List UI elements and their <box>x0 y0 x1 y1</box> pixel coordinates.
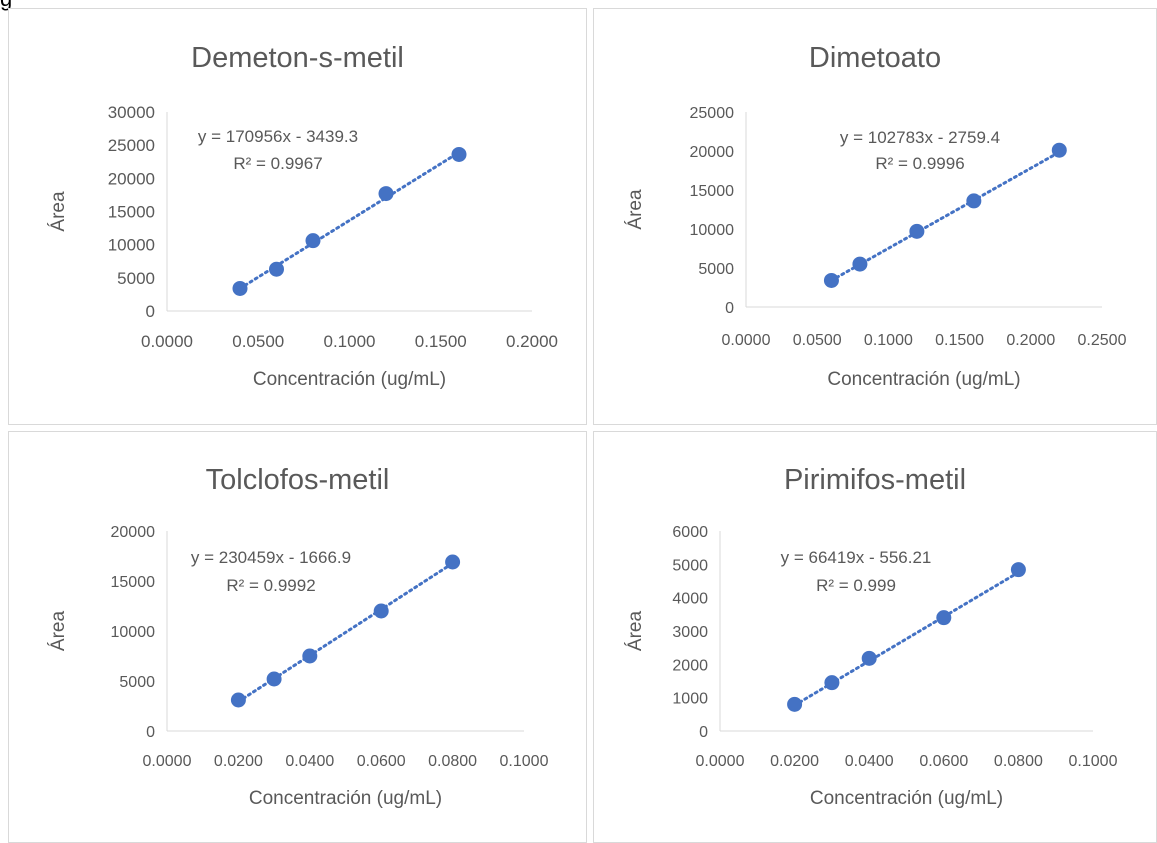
x-tick-label: 0.0000 <box>696 753 745 770</box>
y-tick-label: 6000 <box>672 524 708 541</box>
chart-title: Dimetoato <box>809 42 941 74</box>
x-tick-label: 0.0600 <box>357 753 406 770</box>
chart-tolclofos-metil: Tolclofos-metil 0 5000 10000 15000 20000 0.000… <box>8 431 587 843</box>
x-tick-label: 0.1500 <box>415 332 467 351</box>
y-tick-label: 5000 <box>117 269 155 288</box>
data-point <box>852 256 868 272</box>
y-tick-label: 20000 <box>108 169 155 188</box>
trendline-equation: y = 102783x - 2759.4 <box>840 128 1000 147</box>
data-point <box>1010 562 1026 578</box>
y-tick-label: 20000 <box>111 524 156 541</box>
data-point <box>302 648 318 664</box>
x-tick-label: 0.0800 <box>994 753 1043 770</box>
x-tick-label: 0.2500 <box>1078 332 1127 349</box>
y-tick-label: 25000 <box>108 136 155 155</box>
chart-svg: Dimetoato 0 5000 10000 15000 20000 25000 0.0000… <box>625 42 1127 390</box>
x-axis-label: Concentración (ug/mL) <box>249 788 442 809</box>
y-tick-label: 4000 <box>672 591 708 608</box>
x-axis-label: Concentración (ug/mL) <box>827 369 1020 390</box>
x-axis-label: Concentración (ug/mL) <box>810 788 1003 809</box>
x-tick-label: 0.1000 <box>864 332 913 349</box>
data-point <box>966 193 982 209</box>
y-tick-label: 0 <box>725 300 734 317</box>
x-tick-label: 0.0200 <box>214 753 263 770</box>
data-point <box>269 261 284 277</box>
y-axis-label: Área <box>625 189 646 230</box>
x-tick-label: 0.0000 <box>141 332 193 351</box>
chart-title: Demeton-s-metil <box>191 42 404 74</box>
data-point <box>305 233 321 249</box>
x-tick-label: 0.0000 <box>143 753 192 770</box>
data-point <box>787 696 803 712</box>
y-tick-label: 10000 <box>111 624 156 641</box>
y-tick-label: 0 <box>146 724 155 741</box>
data-point <box>445 554 461 570</box>
trendline-equation: y = 66419x - 556.21 <box>781 548 932 567</box>
chart-svg: Tolclofos-metil 0 5000 10000 15000 20000 0.000… <box>48 464 549 809</box>
data-point <box>909 223 925 239</box>
y-tick-label: 25000 <box>690 105 735 122</box>
trendline-equation: y = 230459x - 1666.9 <box>191 548 351 567</box>
x-tick-label: 0.1000 <box>324 332 376 351</box>
x-tick-label: 0.2000 <box>506 332 558 351</box>
y-tick-label: 15000 <box>690 183 735 200</box>
r-squared-label: R² = 0.9967 <box>233 154 322 173</box>
r-squared-label: R² = 0.999 <box>816 576 896 595</box>
y-tick-label: 0 <box>146 302 155 321</box>
data-point <box>373 603 389 619</box>
x-tick-label: 0.0600 <box>919 753 968 770</box>
chart-dimetoato: Dimetoato 0 5000 10000 15000 20000 25000 0.0000… <box>593 8 1157 425</box>
y-tick-label: 5000 <box>119 674 155 691</box>
data-point <box>824 675 840 691</box>
x-tick-label: 0.1500 <box>935 332 984 349</box>
y-tick-label: 15000 <box>111 574 156 591</box>
data-point <box>823 272 839 288</box>
x-tick-label: 0.0200 <box>770 753 819 770</box>
chart-svg: Pirimifos-metil 0 1000 2000 3000 4000 5000 6000… <box>625 464 1118 809</box>
x-tick-label: 0.0500 <box>232 332 284 351</box>
y-tick-label: 0 <box>699 724 708 741</box>
data-point <box>230 692 246 708</box>
x-tick-label: 0.0000 <box>722 332 771 349</box>
chart-pirimifos-metil: Pirimifos-metil 0 1000 2000 3000 4000 5000 6000… <box>593 431 1157 843</box>
x-tick-label: 0.2000 <box>1006 332 1055 349</box>
y-tick-label: 5000 <box>672 557 708 574</box>
y-tick-label: 10000 <box>108 236 155 255</box>
y-tick-label: 1000 <box>672 691 708 708</box>
chart-title: Pirimifos-metil <box>784 464 966 496</box>
trendline-equation: y = 170956x - 3439.3 <box>198 127 358 146</box>
chart-demeton-s-metil: Demeton-s-metil 0 5000 10000 15000 20000 25000… <box>8 8 587 425</box>
data-point <box>266 671 282 687</box>
data-point <box>451 146 467 162</box>
y-tick-label: 15000 <box>108 203 155 222</box>
x-tick-label: 0.1000 <box>500 753 549 770</box>
data-point <box>232 280 248 296</box>
chart-title: Tolclofos-metil <box>206 464 390 496</box>
y-tick-label: 20000 <box>690 144 735 161</box>
y-tick-label: 2000 <box>672 657 708 674</box>
r-squared-label: R² = 0.9996 <box>875 154 964 173</box>
y-axis-label: Área <box>625 611 646 652</box>
trendline <box>829 150 1061 282</box>
y-axis-label: Área <box>48 611 69 652</box>
page-text-fragment: g <box>0 0 12 12</box>
y-tick-label: 3000 <box>672 624 708 641</box>
x-tick-label: 0.1000 <box>1069 753 1118 770</box>
data-point <box>378 186 394 202</box>
y-axis-label: Área <box>48 191 69 232</box>
x-tick-label: 0.0400 <box>845 753 894 770</box>
r-squared-label: R² = 0.9992 <box>226 576 315 595</box>
x-tick-label: 0.0500 <box>793 332 842 349</box>
y-tick-label: 10000 <box>690 222 735 239</box>
x-tick-label: 0.0400 <box>285 753 334 770</box>
y-tick-label: 5000 <box>698 261 734 278</box>
x-axis-label: Concentración (ug/mL) <box>253 369 446 390</box>
data-point <box>861 650 877 666</box>
y-tick-label: 30000 <box>108 103 155 122</box>
chart-svg: Demeton-s-metil 0 5000 10000 15000 20000 25000… <box>48 42 558 390</box>
data-point <box>1051 142 1067 158</box>
data-point <box>936 610 952 626</box>
x-tick-label: 0.0800 <box>428 753 477 770</box>
